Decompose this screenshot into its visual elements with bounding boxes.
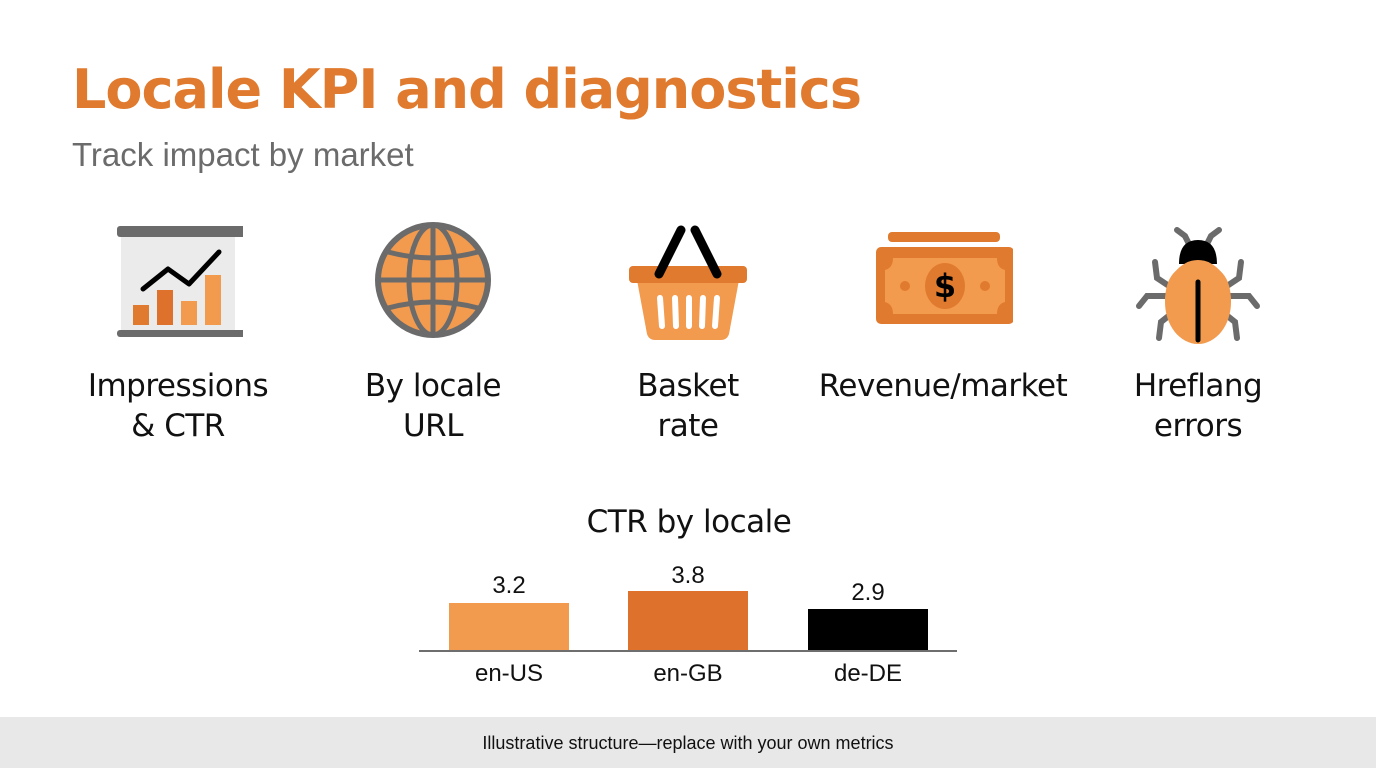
globe-icon: [375, 222, 491, 338]
bug-icon: [1136, 227, 1260, 344]
bar-value-en-us: 3.2: [492, 572, 526, 599]
bar-value-en-gb: 3.8: [671, 562, 705, 589]
money-bill-icon: $: [876, 232, 1013, 324]
kpi-label: By locale URL: [364, 368, 502, 444]
bar-label-en-gb: en-GB: [653, 660, 723, 687]
footer-bar: Illustrative structure—replace with your…: [0, 717, 1376, 768]
page-subtitle: Track impact by market: [72, 136, 414, 173]
bar-en-gb: [628, 591, 748, 651]
kpi-impressions-ctr: Impressions & CTR: [48, 222, 308, 446]
ctr-by-locale-chart: CTR by locale 3.2 en-US 3.8 en-GB 2.9 de…: [419, 500, 959, 700]
kpi-basket-rate: Basket rate: [558, 222, 818, 446]
kpi-label: Basket rate: [637, 368, 739, 444]
bar-label-en-us: en-US: [474, 660, 544, 687]
x-axis-line: [419, 650, 957, 652]
bar-de-de: [808, 609, 928, 651]
page-title: Locale KPI and diagnostics: [72, 58, 862, 121]
kpi-revenue-market: $ Revenue/market: [813, 222, 1073, 406]
shopping-basket-icon: [629, 225, 747, 340]
kpi-locale-url: By locale URL: [303, 222, 563, 446]
bar-label-de-de: de-DE: [833, 660, 903, 687]
svg-text:$: $: [934, 267, 956, 305]
presentation-chart-icon: [117, 226, 243, 337]
bar-value-de-de: 2.9: [851, 579, 885, 606]
kpi-hreflang-errors: Hreflang errors: [1068, 222, 1328, 446]
kpi-label: Impressions & CTR: [87, 368, 269, 444]
bar-en-us: [449, 603, 569, 651]
kpi-label: Hreflang errors: [1133, 368, 1263, 444]
chart-title: CTR by locale: [586, 504, 792, 540]
footer-note: Illustrative structure—replace with your…: [482, 733, 894, 753]
kpi-label: Revenue/market: [818, 368, 1068, 404]
